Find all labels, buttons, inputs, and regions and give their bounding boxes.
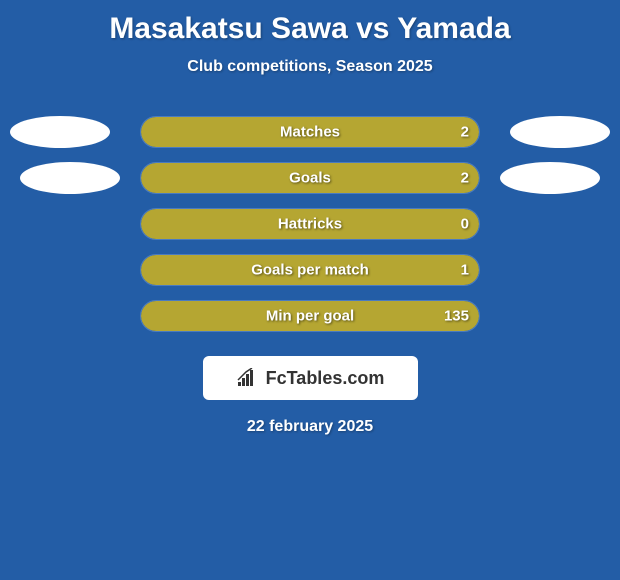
stat-label: Hattricks — [278, 216, 342, 233]
chart-icon — [236, 368, 260, 388]
stat-row: Goals per match 1 — [0, 254, 620, 286]
stat-row: Goals 2 — [0, 162, 620, 194]
stat-bar-goals: Goals 2 — [140, 162, 480, 194]
stat-row: Hattricks 0 — [0, 208, 620, 240]
stats-container: Matches 2 Goals 2 Hattricks 0 Goals per … — [0, 116, 620, 332]
stat-label: Min per goal — [266, 308, 354, 325]
stat-value: 135 — [444, 308, 469, 325]
stat-value: 2 — [461, 124, 469, 141]
stat-bar-goals-per-match: Goals per match 1 — [140, 254, 480, 286]
stat-value: 1 — [461, 262, 469, 279]
stat-value: 0 — [461, 216, 469, 233]
date-text: 22 february 2025 — [0, 418, 620, 436]
stat-bar-min-per-goal: Min per goal 135 — [140, 300, 480, 332]
stat-label: Goals — [289, 170, 331, 187]
stat-value: 2 — [461, 170, 469, 187]
comparison-subtitle: Club competitions, Season 2025 — [0, 58, 620, 76]
logo-box: FcTables.com — [203, 356, 418, 400]
stat-bar-matches: Matches 2 — [140, 116, 480, 148]
stat-row: Matches 2 — [0, 116, 620, 148]
stat-label: Goals per match — [251, 262, 369, 279]
stat-label: Matches — [280, 124, 340, 141]
stat-row: Min per goal 135 — [0, 300, 620, 332]
stat-bar-hattricks: Hattricks 0 — [140, 208, 480, 240]
comparison-title: Masakatsu Sawa vs Yamada — [0, 0, 620, 46]
logo-text: FcTables.com — [266, 368, 385, 389]
